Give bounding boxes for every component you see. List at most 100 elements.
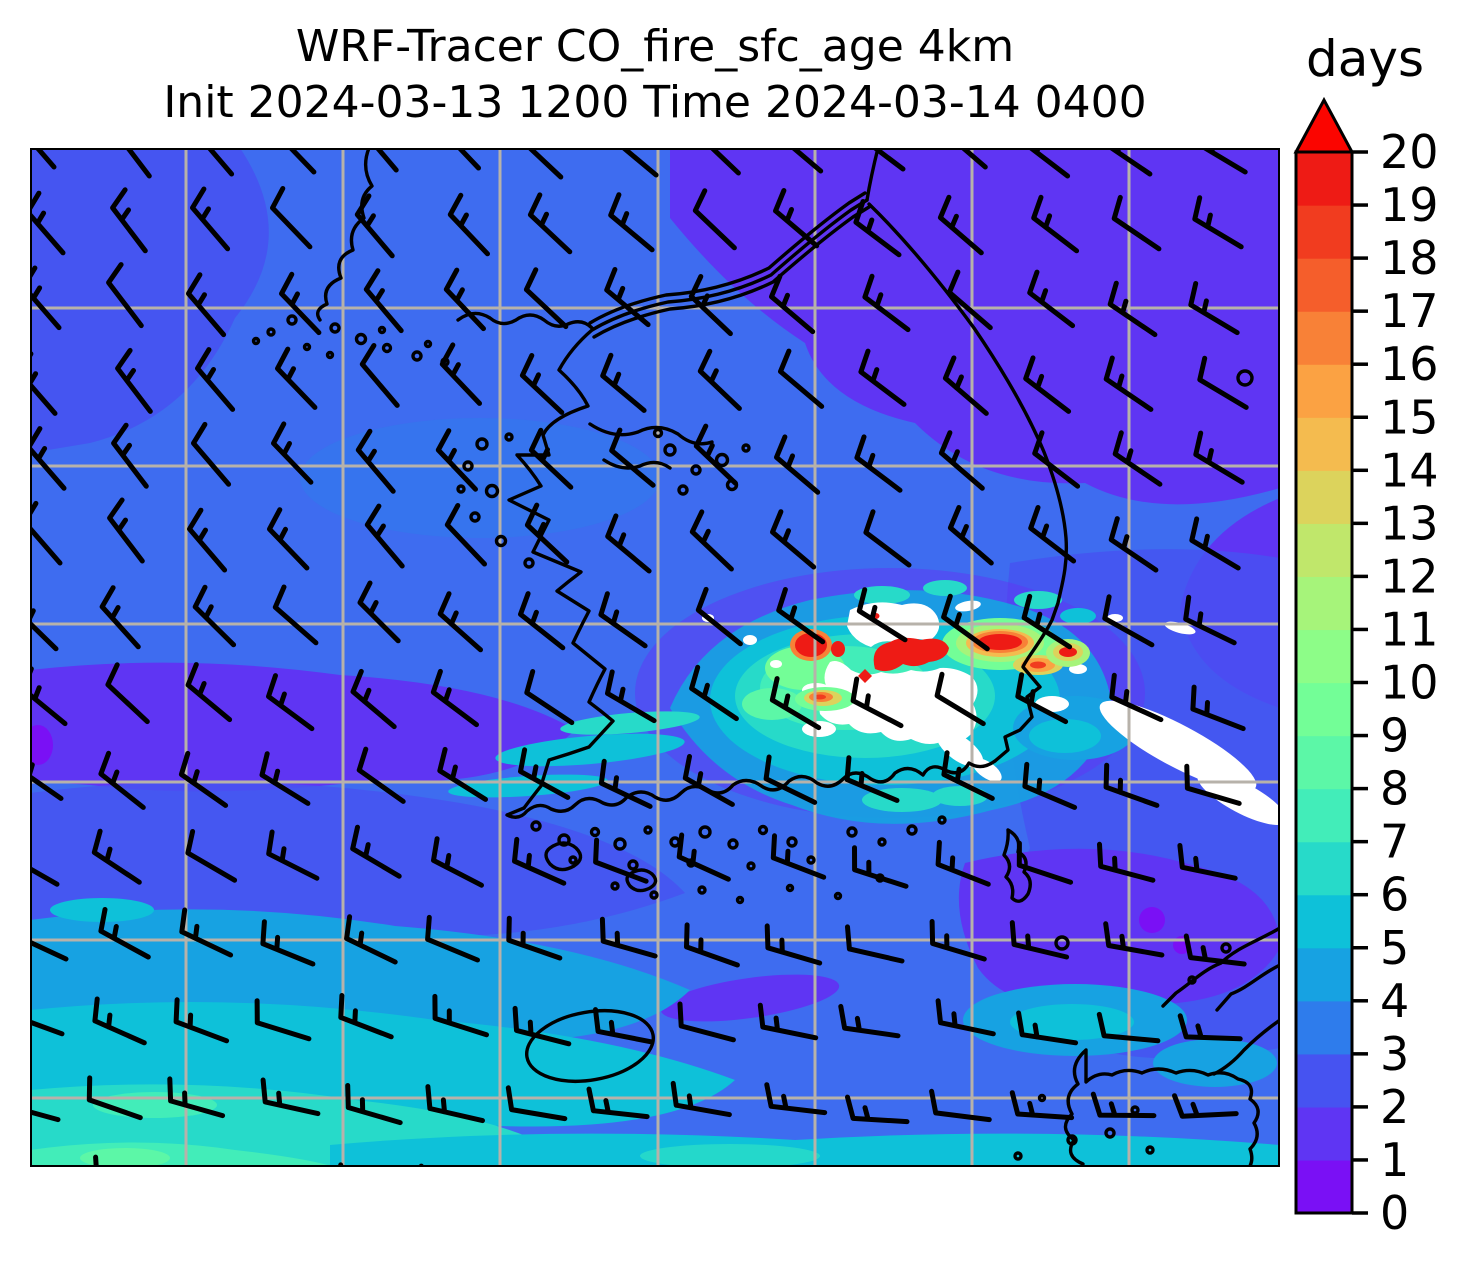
wind-barb (432, 993, 489, 1038)
wind-barb (259, 751, 311, 806)
colorbar-tick-label: 8 (1380, 762, 1409, 816)
wind-barb (764, 1082, 828, 1116)
wind-barb (260, 1077, 321, 1117)
wind-barb (357, 580, 401, 644)
wind-barb (356, 746, 406, 804)
wind-barb (30, 190, 66, 256)
wind-barb (350, 824, 402, 879)
wind-barb (677, 1001, 736, 1043)
colorbar-tick-label: 1 (1380, 1133, 1409, 1187)
wind-barb (684, 922, 740, 968)
wind-barb (692, 188, 737, 251)
wind-barb (359, 343, 400, 408)
colorbar-tick-label: 4 (1380, 974, 1409, 1028)
wind-barb (1032, 430, 1081, 489)
wind-barb (757, 1002, 819, 1041)
coastlines-layer (251, 148, 1280, 1167)
wind-barb (186, 272, 227, 338)
wind-barb (275, 346, 318, 410)
wind-barb (86, 1075, 143, 1121)
wind-barb (689, 664, 739, 722)
wind-barb (1190, 684, 1246, 732)
wind-barb (1027, 269, 1076, 329)
wind-barb (856, 587, 908, 643)
wind-barb (609, 427, 656, 488)
wind-barb (185, 829, 238, 883)
wind-barb (425, 914, 480, 963)
wind-barb (770, 509, 817, 570)
wind-barb (1103, 921, 1165, 958)
wind-barb (528, 427, 574, 490)
wind-barb (444, 503, 487, 567)
wind-barb (599, 916, 658, 959)
wind-barb (1031, 194, 1080, 254)
wind-barb (447, 192, 490, 257)
wind-barb (93, 1154, 99, 1167)
wind-barb (107, 497, 145, 564)
wind-barb (946, 269, 993, 331)
wind-barb (443, 267, 486, 332)
wind-barb (598, 591, 648, 649)
wind-barb (30, 865, 60, 887)
wind-barb (524, 669, 575, 726)
wind-barb (271, 421, 314, 485)
wind-barb (344, 914, 398, 965)
wind-barb (1172, 1093, 1239, 1119)
colorbar-tick-label: 15 (1380, 390, 1439, 444)
wind-barb (598, 758, 653, 809)
wind-barb (272, 584, 319, 646)
wind-barb (267, 507, 310, 571)
wind-barb (1112, 430, 1163, 487)
colorbar-tick-label: 10 (1380, 656, 1439, 710)
wind-barb (34, 148, 57, 170)
wind-barb (850, 676, 904, 729)
wind-barb (1177, 843, 1238, 881)
wind-barb (1192, 195, 1244, 250)
wind-barb (600, 352, 647, 413)
wind-barb (935, 839, 991, 887)
wind-barb (774, 434, 821, 495)
wind-barb (270, 186, 313, 250)
wind-barb (30, 265, 62, 331)
wind-barb (838, 1003, 901, 1039)
wind-barb (693, 423, 738, 486)
wind-barb (1183, 594, 1237, 646)
colorbar-tick-label: 17 (1380, 284, 1439, 338)
wind-barb (937, 194, 984, 256)
wind-barb (1097, 841, 1156, 883)
wind-barb (947, 505, 994, 566)
wind-barb (1111, 194, 1162, 252)
wind-barb (178, 750, 229, 808)
wind-barb (279, 271, 322, 336)
wind-barb (523, 267, 569, 330)
wind-barb (853, 199, 902, 258)
wind-barb (605, 669, 657, 724)
wind-barb (254, 998, 312, 1042)
colorbar-over-arrow (1293, 96, 1355, 154)
wind-barb (173, 997, 230, 1044)
wind-barb (708, 148, 741, 176)
wind-barb (191, 421, 232, 487)
wind-barb (689, 509, 734, 572)
colorbar-tick-label: 7 (1380, 815, 1409, 869)
wind-barb (929, 919, 987, 962)
wind-barb (1021, 593, 1073, 650)
wind-barb (605, 513, 652, 574)
wind-barb (593, 837, 649, 884)
wind-barb (942, 355, 989, 416)
wind-barb (363, 268, 404, 334)
wind-barb (92, 996, 147, 1046)
wind-barb (425, 1084, 485, 1124)
wind-barb (287, 148, 317, 175)
wind-barb (934, 671, 986, 727)
wind-barb (789, 148, 824, 174)
colorbar-tick-label: 20 (1380, 125, 1439, 179)
colorbar-tick-label: 13 (1380, 496, 1439, 550)
colorbar-tick-label: 11 (1380, 602, 1439, 656)
wind-barb (111, 422, 149, 489)
wind-barb (98, 907, 151, 960)
wind-barb (30, 939, 69, 962)
wind-barb (938, 430, 985, 491)
wind-barb (776, 587, 826, 645)
wind-barb (1016, 840, 1074, 885)
